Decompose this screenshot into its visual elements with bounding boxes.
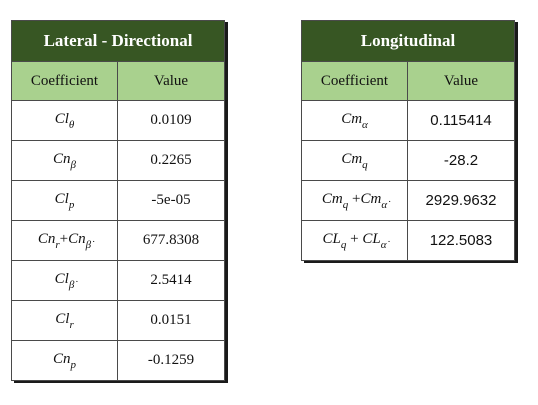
table-row: Cmq +Cmα̇ 2929.9632 xyxy=(301,180,515,221)
value-cell: -0.1259 xyxy=(117,340,225,381)
value-header: Value xyxy=(117,61,225,101)
table-title: Longitudinal xyxy=(301,20,515,62)
value-cell: 677.8308 xyxy=(117,220,225,261)
table-row: Cmq -28.2 xyxy=(301,140,515,181)
coefficient-cell: CLq + CLα̇ xyxy=(301,220,408,261)
value-cell: 0.0151 xyxy=(117,300,225,341)
value-cell: 0.115414 xyxy=(407,100,515,141)
table-header-row: Coefficient Value xyxy=(301,61,515,101)
value-cell: 122.5083 xyxy=(407,220,515,261)
lateral-directional-table: Lateral - Directional Coefficient Value … xyxy=(11,20,225,381)
value-cell: -28.2 xyxy=(407,140,515,181)
coefficient-cell: Clr xyxy=(11,300,118,341)
table-title-row: Lateral - Directional xyxy=(11,20,225,62)
table-row: Cnβ 0.2265 xyxy=(11,140,225,181)
table-row: Cnr+Cnβ̇ 677.8308 xyxy=(11,220,225,261)
table-row: Clβ̇ 2.5414 xyxy=(11,260,225,301)
coefficient-cell: Cnp xyxy=(11,340,118,381)
coefficient-cell: Cnβ xyxy=(11,140,118,181)
table-row: Clp -5e-05 xyxy=(11,180,225,221)
table-row: Cnp -0.1259 xyxy=(11,340,225,381)
value-cell: -5e-05 xyxy=(117,180,225,221)
table-title: Lateral - Directional xyxy=(11,20,225,62)
value-cell: 0.2265 xyxy=(117,140,225,181)
coefficient-header: Coefficient xyxy=(11,61,118,101)
coefficient-cell: Cmq +Cmα̇ xyxy=(301,180,408,221)
coefficient-cell: Clp xyxy=(11,180,118,221)
value-cell: 0.0109 xyxy=(117,100,225,141)
table-row: Cmα 0.115414 xyxy=(301,100,515,141)
value-cell: 2.5414 xyxy=(117,260,225,301)
coefficient-cell: Clβ̇ xyxy=(11,260,118,301)
coefficient-cell: Cmα xyxy=(301,100,408,141)
coefficient-cell: Cnr+Cnβ̇ xyxy=(11,220,118,261)
value-header: Value xyxy=(407,61,515,101)
table-title-row: Longitudinal xyxy=(301,20,515,62)
coefficient-header: Coefficient xyxy=(301,61,408,101)
table-header-row: Coefficient Value xyxy=(11,61,225,101)
value-cell: 2929.9632 xyxy=(407,180,515,221)
table-row: Clθ 0.0109 xyxy=(11,100,225,141)
table-row: Clr 0.0151 xyxy=(11,300,225,341)
coefficient-cell: Clθ xyxy=(11,100,118,141)
table-row: CLq + CLα̇ 122.5083 xyxy=(301,220,515,261)
coefficient-cell: Cmq xyxy=(301,140,408,181)
longitudinal-table: Longitudinal Coefficient Value Cmα 0.115… xyxy=(301,20,515,261)
